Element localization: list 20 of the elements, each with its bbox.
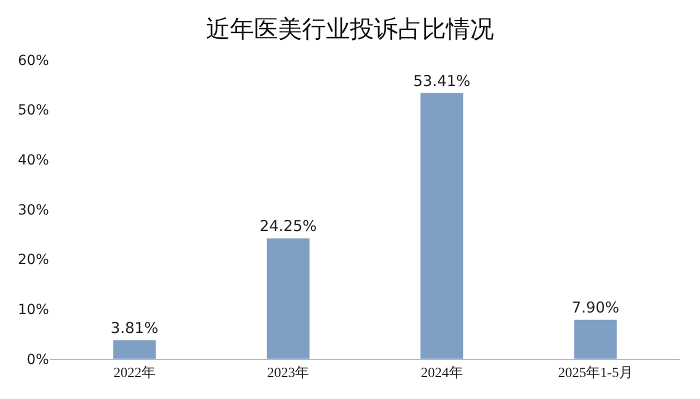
- y-tick-label: 40%: [18, 152, 49, 169]
- y-tick-label: 10%: [18, 302, 49, 318]
- y-tick-label: 20%: [18, 252, 49, 268]
- y-tick-label: 0%: [26, 352, 49, 368]
- data-label: 53.41%: [413, 72, 470, 90]
- chart-title: 近年医美行业投诉占比情况: [206, 16, 494, 43]
- x-tick-label: 2025年1-5月: [558, 364, 633, 381]
- x-tick-label: 2023年: [267, 364, 310, 381]
- bar: [112, 340, 156, 359]
- bar: [574, 319, 618, 359]
- bar: [266, 238, 310, 359]
- y-tick-label: 60%: [18, 52, 49, 69]
- data-label: 3.81%: [110, 319, 158, 338]
- x-tick-label: 2022年: [114, 364, 156, 381]
- bar: [420, 92, 464, 359]
- data-label: 24.25%: [260, 217, 317, 236]
- x-tick-label: 2024年: [420, 364, 463, 381]
- y-tick-label: 30%: [18, 202, 49, 218]
- y-tick-label: 50%: [18, 102, 49, 119]
- data-label: 7.90%: [572, 298, 620, 317]
